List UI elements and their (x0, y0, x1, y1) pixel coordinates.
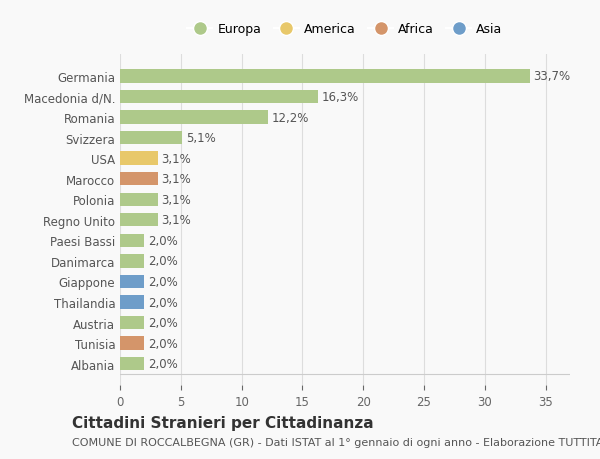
Bar (120, 275, 145, 289)
Bar (120, 111, 268, 124)
Legend: Europa, America, Africa, Asia: Europa, America, Africa, Asia (182, 18, 508, 41)
Text: 2,0%: 2,0% (148, 296, 178, 309)
Bar (120, 213, 158, 227)
Bar (120, 234, 145, 247)
Text: 3,1%: 3,1% (161, 214, 191, 227)
Text: 5,1%: 5,1% (185, 132, 215, 145)
Bar (120, 132, 182, 145)
Text: 12,2%: 12,2% (272, 111, 310, 124)
Bar (120, 152, 158, 165)
Text: 2,0%: 2,0% (148, 255, 178, 268)
Text: 16,3%: 16,3% (322, 91, 359, 104)
Bar (120, 255, 145, 268)
Text: 2,0%: 2,0% (148, 316, 178, 330)
Text: 2,0%: 2,0% (148, 358, 178, 370)
Text: COMUNE DI ROCCALBEGNA (GR) - Dati ISTAT al 1° gennaio di ogni anno - Elaborazion: COMUNE DI ROCCALBEGNA (GR) - Dati ISTAT … (72, 437, 600, 447)
Text: 3,1%: 3,1% (161, 173, 191, 186)
Bar (120, 193, 158, 207)
Text: 2,0%: 2,0% (148, 337, 178, 350)
Text: 3,1%: 3,1% (161, 193, 191, 206)
Bar (120, 296, 145, 309)
Bar (120, 357, 145, 370)
Bar (120, 316, 145, 330)
Bar (120, 173, 158, 186)
Text: 2,0%: 2,0% (148, 235, 178, 247)
Text: 2,0%: 2,0% (148, 275, 178, 288)
Bar (120, 337, 145, 350)
Text: Cittadini Stranieri per Cittadinanza: Cittadini Stranieri per Cittadinanza (72, 415, 374, 430)
Bar (120, 90, 318, 104)
Text: 3,1%: 3,1% (161, 152, 191, 165)
Bar (120, 70, 530, 84)
Text: 33,7%: 33,7% (533, 70, 571, 83)
